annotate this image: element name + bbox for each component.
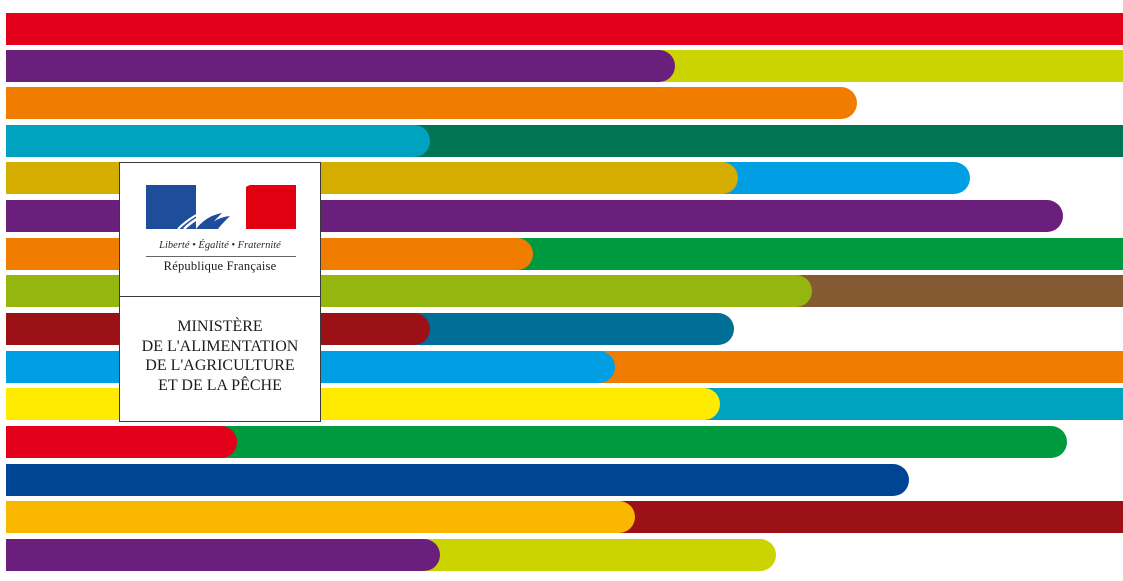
flag-red-band [246, 185, 296, 229]
stripe-12-segment-2 [6, 426, 237, 458]
ministry-logo: Liberté • Égalité • Fraternité Républiqu… [119, 162, 321, 422]
motto-text: Liberté • Égalité • Fraternité [159, 240, 281, 251]
marianne-flag-icon [146, 185, 296, 229]
stripe-11-segment-2 [6, 388, 720, 420]
ministry-line-2: DE L'ALIMENTATION [141, 337, 299, 355]
marianne-hair-icon [196, 213, 230, 229]
stripe-5-segment-2 [6, 162, 738, 194]
logo-divider [120, 296, 320, 297]
ministry-line-1: MINISTÈRE [177, 318, 263, 335]
republic-text: République Française [163, 259, 277, 273]
marianne-profile-icon [234, 185, 250, 229]
stripe-3-segment-1 [6, 87, 857, 119]
ministry-name: MINISTÈRE DE L'ALIMENTATION DE L'AGRICUL… [120, 317, 320, 395]
stripe-4-segment-2 [6, 125, 430, 157]
marianne-block: Liberté • Égalité • Fraternité Républiqu… [120, 163, 320, 297]
stripe-15-segment-2 [6, 539, 440, 571]
stripe-13-segment-1 [6, 464, 909, 496]
flag-blue-band [146, 185, 196, 229]
ministry-line-4: ET DE LA PÊCHE [158, 376, 282, 394]
motto-divider [146, 256, 296, 257]
stripe-2-segment-2 [6, 50, 675, 82]
ministry-line-3: DE L'AGRICULTURE [145, 357, 295, 374]
stripe-14-segment-2 [6, 501, 635, 533]
stripe-1-segment-1 [6, 13, 1123, 45]
